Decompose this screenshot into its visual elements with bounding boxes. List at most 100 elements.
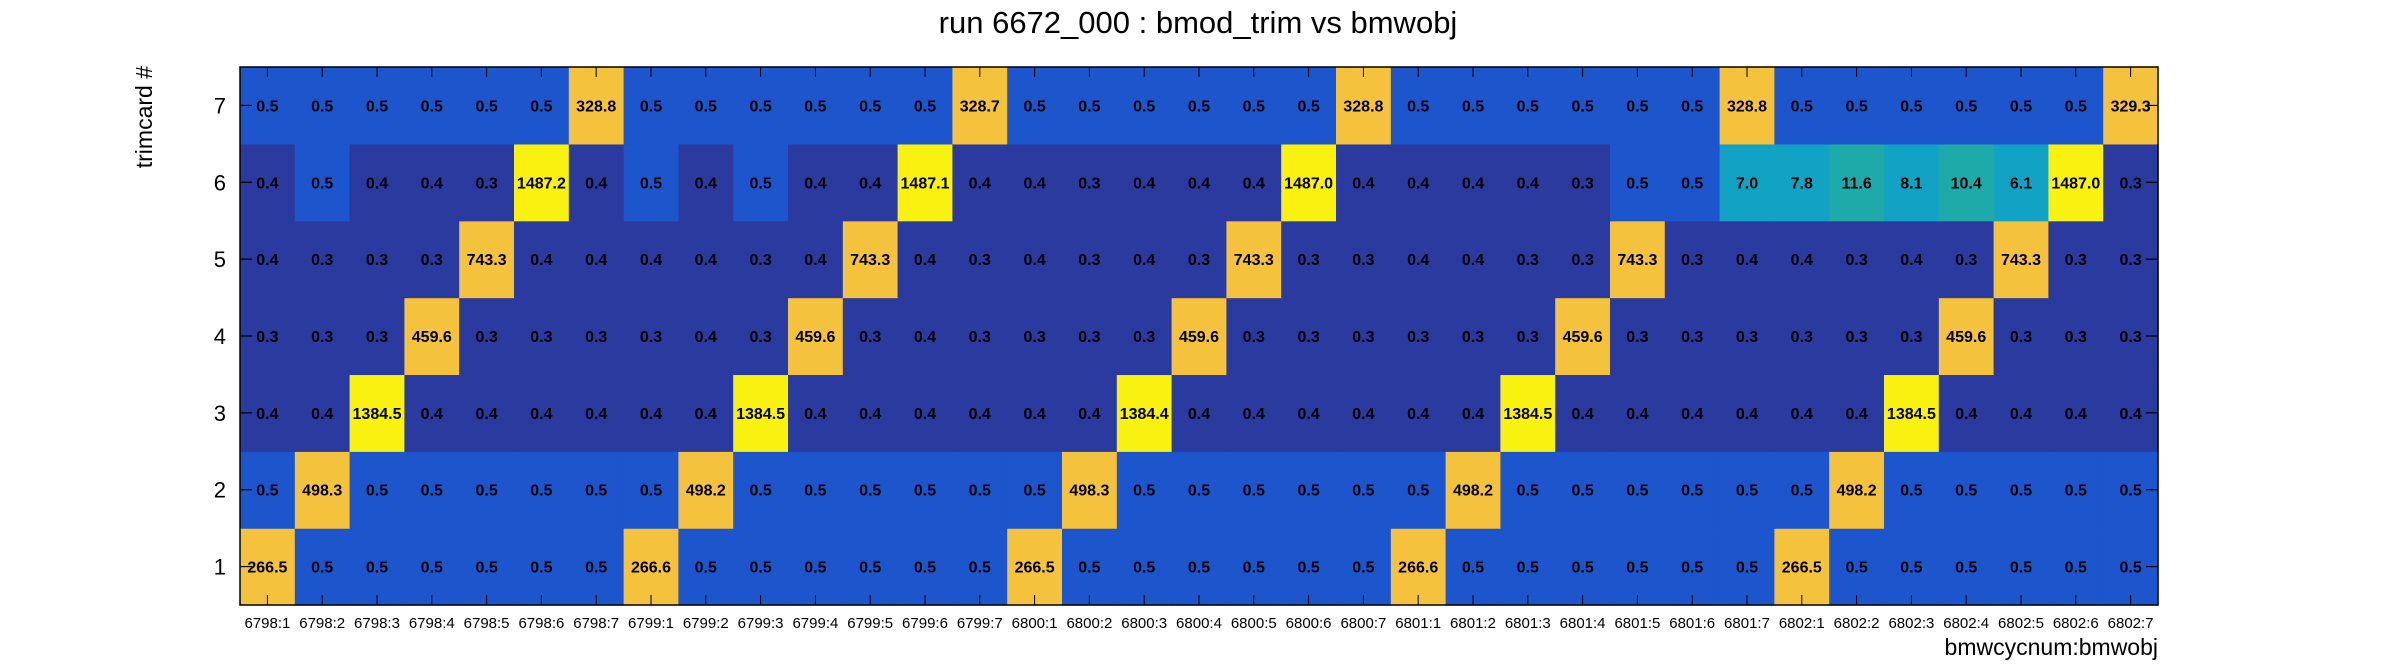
heatmap-cell: [842, 528, 899, 606]
cell-value-label: 0.5: [640, 483, 662, 500]
cell-value-label: 0.3: [311, 329, 333, 346]
cell-value-label: 743.3: [2001, 252, 2041, 269]
heatmap-cell: [733, 451, 789, 529]
x-tick-label: 6800:7: [1340, 615, 1386, 632]
heatmap-cell: [1719, 220, 1775, 299]
cell-value-label: 0.5: [749, 175, 771, 192]
heatmap-cell: [1226, 297, 1282, 376]
cell-value-label: 0.4: [804, 406, 826, 423]
heatmap-cell: [1390, 67, 1447, 145]
cell-value-label: 0.5: [914, 483, 936, 500]
heatmap-cell: [1719, 297, 1775, 376]
heatmap-cell: [1500, 297, 1556, 376]
heatmap-cell: [1938, 528, 1995, 606]
cell-value-label: 0.5: [1517, 483, 1539, 500]
cell-value-label: 0.5: [530, 98, 552, 115]
cell-value-label: 0.5: [311, 560, 333, 577]
cell-value-label: 0.4: [1571, 406, 1593, 423]
heatmap-cell: [1171, 143, 1227, 222]
x-tick-label: 6802:1: [1779, 615, 1825, 632]
y-tick-label: 1: [214, 555, 226, 580]
heatmap-cell: [1226, 143, 1282, 222]
cell-value-label: 0.3: [1297, 329, 1319, 346]
heatmap-cell: [952, 67, 1008, 145]
cell-value-label: 329.3: [2111, 98, 2151, 115]
heatmap-cell: [623, 374, 679, 452]
cell-value-label: 0.4: [1517, 175, 1539, 192]
heatmap-cell: [349, 297, 405, 376]
heatmap-cell: [1281, 143, 1337, 222]
cell-value-label: 0.4: [1791, 406, 1813, 423]
cell-value-label: 743.3: [1617, 252, 1657, 269]
cell-value-label: 0.3: [1626, 329, 1648, 346]
heatmap-cell: [1281, 451, 1337, 529]
heatmap-cell: [1719, 67, 1775, 145]
heatmap-cell: [1884, 220, 1940, 299]
heatmap-cell: [952, 528, 1008, 606]
heatmap-cell: [2048, 374, 2104, 452]
cell-value-label: 0.3: [2119, 329, 2141, 346]
heatmap-cell: [952, 143, 1008, 222]
heatmap-cell: [842, 374, 899, 452]
cell-value-label: 498.3: [302, 483, 342, 500]
cell-value-label: 0.4: [585, 175, 607, 192]
heatmap-cell: [1226, 374, 1282, 452]
cell-value-label: 459.6: [1563, 329, 1603, 346]
cell-value-label: 0.5: [475, 98, 497, 115]
cell-value-label: 0.3: [1352, 252, 1374, 269]
cell-value-label: 0.3: [2065, 329, 2087, 346]
x-tick-label: 6802:2: [1834, 615, 1880, 632]
heatmap-cell: [294, 451, 351, 529]
cell-value-label: 0.5: [2010, 483, 2032, 500]
cell-value-label: 459.6: [1179, 329, 1219, 346]
cell-value-label: 0.4: [421, 175, 443, 192]
cell-value-label: 0.5: [1517, 560, 1539, 577]
heatmap-cell: [788, 143, 844, 222]
heatmap-cell: [733, 67, 789, 145]
cell-value-label: 0.4: [475, 406, 497, 423]
heatmap-cell: [1336, 143, 1392, 222]
heatmap-cell: [349, 451, 405, 529]
heatmap-cell: [2048, 220, 2104, 299]
cell-value-label: 0.4: [1023, 406, 1045, 423]
heatmap-cell: [1007, 220, 1063, 299]
cell-value-label: 0.5: [366, 483, 388, 500]
heatmap-cell: [897, 67, 953, 145]
cell-value-label: 0.3: [1462, 329, 1484, 346]
cell-value-label: 0.4: [1736, 252, 1758, 269]
heatmap-cell: [294, 67, 351, 145]
heatmap-cell: [1664, 67, 1721, 145]
cell-value-label: 1487.0: [2051, 175, 2100, 192]
cell-value-label: 0.3: [1845, 329, 1867, 346]
heatmap-cell: [404, 374, 460, 452]
cell-value-label: 0.4: [366, 175, 388, 192]
x-tick-label: 6799:3: [738, 615, 784, 632]
heatmap-cell: [1719, 374, 1775, 452]
heatmap-cell: [459, 143, 515, 222]
heatmap-cell: [514, 67, 570, 145]
y-tick-labels: 1 2 3 4 5 6 7: [214, 93, 2158, 580]
heatmap-cell: [1445, 451, 1501, 529]
cell-value-label: 0.5: [2065, 560, 2087, 577]
heatmap-cell: [459, 220, 515, 299]
heatmap-cell: [568, 528, 625, 606]
heatmap-cell: [1993, 297, 2049, 376]
heatmap-cell: [623, 528, 679, 606]
heatmap-cell: [1993, 67, 2049, 145]
cell-value-label: 0.5: [1188, 98, 1210, 115]
x-tick-label: 6802:6: [2053, 615, 2099, 632]
heatmap-cell: [897, 528, 953, 606]
cell-value-label: 0.5: [1188, 483, 1210, 500]
heatmap-cell: [459, 297, 515, 376]
heatmap-cell: [623, 143, 679, 222]
heatmap-cell: [294, 220, 351, 299]
heatmap-cell: [459, 67, 515, 145]
heatmap-cell: [842, 220, 899, 299]
heatmap-cell: [1719, 528, 1775, 606]
cell-value-label: 0.5: [1681, 175, 1703, 192]
heatmap-cell: [623, 451, 679, 529]
heatmap-cell: [733, 374, 789, 452]
heatmap-cell: [459, 374, 515, 452]
heatmap-cell: [842, 451, 899, 529]
cell-value-label: 0.3: [1133, 329, 1155, 346]
